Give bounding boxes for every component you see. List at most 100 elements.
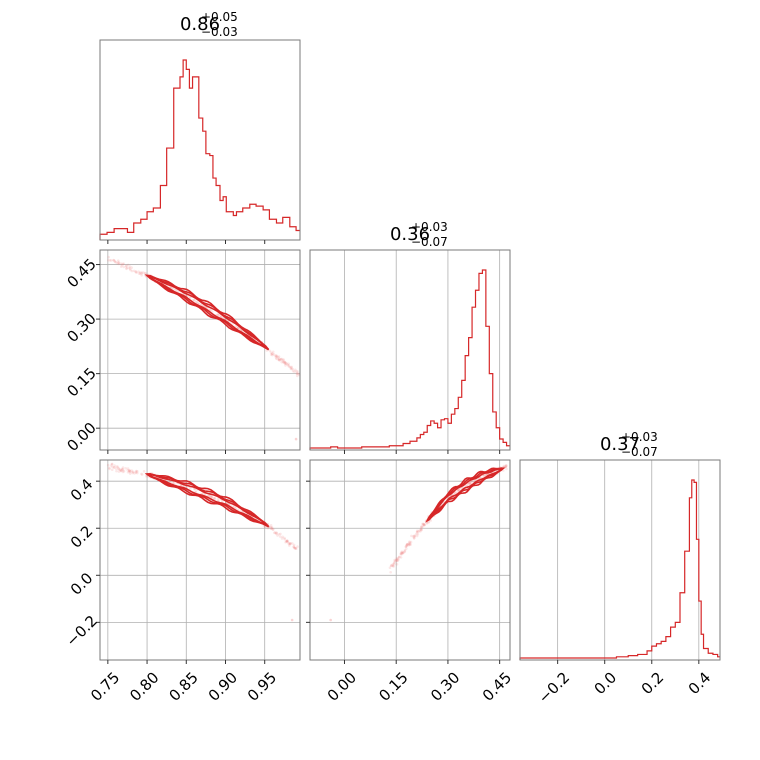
sample-point: [121, 468, 124, 471]
sample-point: [138, 272, 141, 276]
sample-point: [120, 467, 124, 471]
sample-point: [126, 468, 129, 472]
histogram-step-line: [519, 479, 720, 660]
histogram-step-line: [309, 269, 510, 450]
hist-title-median: 0.37: [600, 434, 640, 455]
sample-point: [504, 465, 508, 468]
sample-point: [140, 473, 144, 476]
sample-point: [504, 464, 508, 467]
sample-point: [291, 542, 294, 545]
x-tick-label: 0.2: [638, 668, 668, 698]
sample-point: [395, 562, 399, 566]
sample-point: [467, 481, 471, 485]
sample-point: [329, 618, 332, 622]
sample-point: [109, 464, 113, 467]
sample-point: [171, 481, 175, 484]
sample-point: [403, 550, 406, 554]
sample-point: [407, 542, 410, 546]
sample-point: [408, 541, 411, 544]
sample-point: [290, 367, 293, 371]
sample-point: [395, 559, 399, 563]
sample-point: [269, 525, 272, 529]
panel-frame: [519, 459, 721, 661]
sample-point: [422, 522, 425, 526]
sample-point: [391, 564, 394, 567]
scatter-panel-param1-vs-param3: [96, 459, 301, 664]
sample-point: [412, 534, 416, 538]
sample-point: [294, 368, 297, 372]
sample-point: [128, 469, 131, 473]
hist-title-median: 0.36: [390, 224, 430, 245]
sample-point: [413, 534, 417, 538]
sample-point: [125, 266, 129, 270]
hist-title-plus: +0.03: [411, 220, 448, 234]
sample-point: [417, 530, 420, 533]
sample-point: [280, 357, 283, 361]
sample-point: [289, 542, 292, 545]
sample-point: [400, 551, 403, 554]
sample-point: [288, 542, 292, 546]
sample-point: [124, 265, 128, 268]
sample-point: [271, 352, 274, 355]
sample-point: [284, 364, 287, 367]
sample-point: [393, 558, 396, 562]
sample-point: [419, 530, 422, 533]
sample-point: [419, 528, 423, 532]
sample-point: [117, 262, 121, 266]
sample-point: [212, 496, 216, 500]
sample-point: [502, 464, 506, 468]
hist-title-param1: 0.86: [180, 14, 220, 35]
sample-point: [295, 374, 299, 378]
sample-point: [270, 527, 273, 531]
sample-point: [208, 494, 212, 498]
hist-title-minus: −0.03: [201, 25, 238, 39]
sample-point: [275, 531, 278, 534]
sample-point: [112, 466, 116, 469]
sample-point: [505, 467, 508, 471]
y-tick-label: 0.30: [64, 310, 100, 346]
sample-point: [110, 462, 114, 466]
sample-point: [133, 472, 136, 475]
sample-point: [291, 369, 295, 373]
sample-point: [391, 564, 395, 568]
hist-title-minus: −0.07: [621, 445, 658, 459]
hist-title-plus: +0.05: [201, 10, 238, 24]
hist-title-minus: −0.07: [411, 235, 448, 249]
sample-point: [209, 494, 213, 498]
panel-frame: [99, 459, 301, 661]
sample-point: [412, 536, 416, 540]
sample-point: [195, 301, 198, 304]
sample-point: [110, 468, 114, 472]
sample-point: [456, 489, 460, 492]
sample-point: [108, 258, 112, 262]
panel-frame: [99, 39, 301, 241]
hist-title-plus: +0.03: [621, 430, 658, 444]
sample-point: [119, 469, 123, 473]
sample-point: [414, 532, 418, 536]
sample-point: [119, 262, 123, 265]
sample-point: [128, 472, 132, 475]
sample-point: [283, 361, 286, 365]
sample-point: [121, 470, 125, 474]
sample-point: [389, 570, 392, 574]
sample-point: [278, 535, 282, 538]
sample-point: [415, 534, 419, 538]
sample-point: [400, 551, 404, 555]
sample-point: [419, 527, 423, 530]
sample-point: [196, 301, 200, 305]
sample-point: [284, 361, 287, 364]
sample-point: [281, 360, 285, 363]
sample-point: [269, 524, 273, 527]
sample-point: [270, 526, 274, 529]
sample-point: [269, 351, 273, 354]
sample-point: [179, 484, 183, 487]
sample-point: [392, 561, 396, 565]
sample-point: [285, 539, 289, 543]
sample-point: [294, 547, 298, 551]
sample-point: [213, 497, 216, 500]
sample-point: [128, 267, 132, 271]
sample-point: [275, 532, 278, 536]
sample-point: [427, 520, 431, 524]
sample-point: [422, 523, 426, 526]
sample-point: [268, 349, 272, 353]
